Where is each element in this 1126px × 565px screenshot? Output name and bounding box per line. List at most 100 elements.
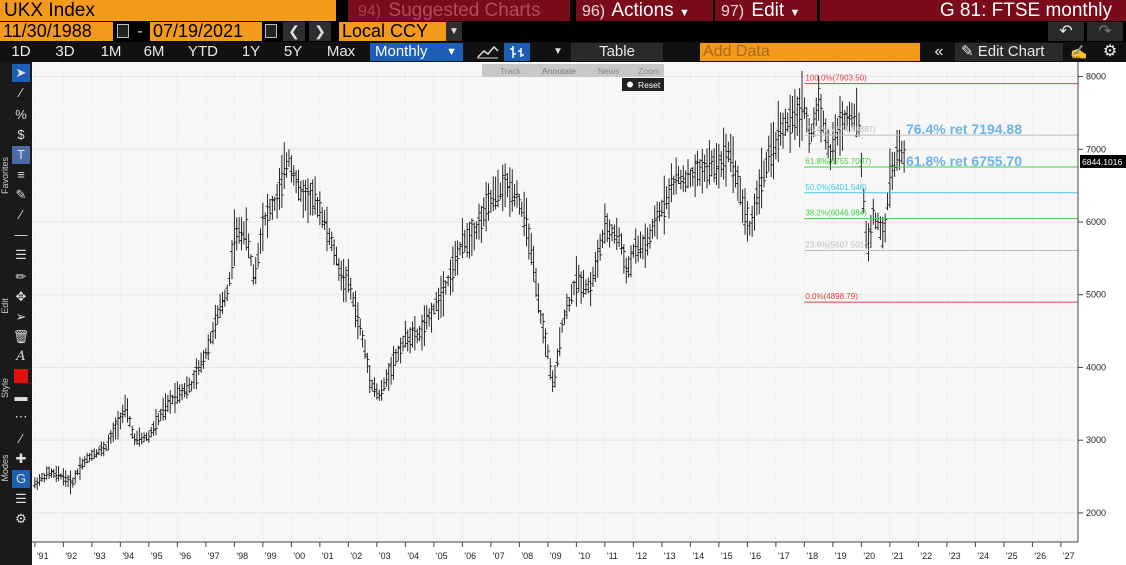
ohlc-bar <box>172 382 177 414</box>
start-date-field[interactable]: 11/30/1988 <box>0 22 113 41</box>
chevron-down-icon[interactable]: ▼ <box>446 22 462 41</box>
ohlc-bar <box>232 209 237 266</box>
currency-field[interactable]: Local CCY <box>339 22 449 41</box>
edit-chart-label: Edit Chart <box>977 43 1045 60</box>
suggested-charts-menu[interactable]: 94) Suggested Charts <box>348 0 570 21</box>
ohlc-bar <box>876 212 881 231</box>
ohlc-bar <box>127 415 132 428</box>
gear-icon[interactable]: ⚙ <box>1102 43 1118 60</box>
ohlc-bar <box>681 165 686 192</box>
actions-label: Actions <box>611 0 674 21</box>
table-button[interactable]: Table <box>571 43 663 61</box>
chevron-right-icon[interactable]: ❯ <box>309 22 331 41</box>
ohlc-bar <box>427 308 432 327</box>
period-6m[interactable]: 6M <box>143 43 165 60</box>
calendar-icon[interactable] <box>117 24 129 38</box>
period-5y[interactable]: 5Y <box>283 43 303 60</box>
reset-button[interactable] <box>622 78 664 91</box>
x-tick-label: '24 <box>977 551 989 561</box>
actions-menu[interactable]: 96) Actions ▼ <box>576 0 713 21</box>
text-tool-icon[interactable]: T <box>12 146 30 164</box>
color-swatch-icon[interactable] <box>14 369 28 383</box>
edit-note-icon[interactable]: ✍ <box>1070 44 1088 60</box>
line-style-icon[interactable]: ⋯ <box>14 409 28 424</box>
dollar-tool-icon[interactable]: $ <box>17 127 25 142</box>
font-style-icon[interactable]: A <box>16 349 26 364</box>
ohlc-bar <box>814 97 819 127</box>
collapse-icon[interactable]: « <box>934 43 944 60</box>
frequency-select[interactable]: Monthly ▼ <box>370 43 463 61</box>
period-ytd[interactable]: YTD <box>188 43 218 60</box>
edit-menu[interactable]: 97) Edit ▼ <box>715 0 817 21</box>
ohlc-bar <box>581 270 586 298</box>
x-tick-label: '97 <box>208 551 220 561</box>
trendline-icon[interactable]: ∕ <box>19 85 23 100</box>
end-date-field[interactable]: 07/19/2021 <box>150 22 262 41</box>
ohlc-bar <box>486 183 491 221</box>
pen-icon[interactable]: ✏ <box>15 269 27 284</box>
ohlc-bar <box>792 89 797 141</box>
ohlc-bar <box>355 302 360 340</box>
ohlc-bar <box>125 398 130 423</box>
line-weight-icon[interactable]: ▬ <box>14 389 28 404</box>
ohlc-bar <box>538 310 543 324</box>
ohlc-bar <box>348 278 353 300</box>
ohlc-bar <box>790 95 795 133</box>
gear-icon[interactable]: ⚙ <box>15 511 27 526</box>
add-data-input[interactable]: Add Data <box>700 43 920 61</box>
reset-label[interactable]: Reset <box>638 80 661 90</box>
fibonacci-icon[interactable]: ≡ <box>17 167 25 182</box>
period-max[interactable]: Max <box>326 43 356 60</box>
ohlc-bar <box>222 289 227 307</box>
channel-icon[interactable]: ☰ <box>15 247 27 262</box>
hline-icon[interactable]: — <box>14 227 28 242</box>
period-3d[interactable]: 3D <box>55 43 75 60</box>
bar-chart-icon[interactable] <box>504 43 530 61</box>
calendar-icon[interactable] <box>265 24 277 38</box>
layers-icon[interactable]: ☰ <box>15 491 27 506</box>
ruler-icon[interactable]: ∕ <box>19 431 23 446</box>
ohlc-bar <box>728 133 733 173</box>
redo-icon[interactable]: ↷ <box>1087 22 1123 41</box>
zoom-tool[interactable]: Zoom <box>638 66 660 76</box>
news-tool[interactable]: News <box>598 66 619 76</box>
period-1y[interactable]: 1Y <box>241 43 261 60</box>
edit-chart-button[interactable]: ✎ Edit Chart <box>955 43 1063 61</box>
annotate-tool[interactable]: Annotate <box>542 66 576 76</box>
period-1m[interactable]: 1M <box>100 43 122 60</box>
ohlc-bar <box>367 365 372 393</box>
track-tool[interactable]: Track <box>500 66 522 76</box>
ohlc-bar <box>386 363 391 391</box>
ohlc-bar <box>237 217 242 244</box>
ohlc-bar <box>438 275 443 318</box>
chevron-down-icon[interactable]: ▼ <box>553 46 563 57</box>
pointer-icon[interactable]: ➤ <box>12 64 30 82</box>
ohlc-bar <box>783 108 788 136</box>
ohlc-bar <box>598 233 603 261</box>
ticker-field[interactable]: UKX Index <box>0 0 336 21</box>
trash-icon[interactable]: 🗑 <box>12 329 30 344</box>
ohlc-bar <box>645 227 650 256</box>
ohlc-bar <box>115 410 120 440</box>
undo-icon[interactable]: ↶ <box>1048 22 1084 41</box>
ohlc-bar <box>372 377 377 397</box>
line-chart-icon[interactable] <box>474 43 500 61</box>
cursor-icon[interactable]: ➢ <box>15 309 27 324</box>
chevron-left-icon[interactable]: ❮ <box>283 22 305 41</box>
price-chart[interactable]: 100.0%(7903.50) 76.4%(7194.88887) 61.8%(67… <box>32 62 1126 565</box>
percent-tool-icon[interactable]: % <box>15 107 27 122</box>
period-1d[interactable]: 1D <box>11 43 31 60</box>
magnet-icon[interactable]: G <box>12 470 30 488</box>
ohlc-bar <box>184 376 189 399</box>
ohlc-bar <box>434 292 439 312</box>
brush-icon[interactable]: ✎ <box>15 187 27 202</box>
ohlc-bar <box>842 110 847 131</box>
retracement-callout: 76.4% ret 7194.88 <box>906 121 1022 137</box>
x-tick-label: '05 <box>436 551 448 561</box>
crosshair-icon[interactable]: ✚ <box>15 451 27 466</box>
move-icon[interactable]: ✥ <box>15 289 27 304</box>
line-tool-icon[interactable]: ∕ <box>19 207 23 222</box>
ohlc-bar <box>878 216 883 240</box>
ohlc-bar <box>277 167 282 210</box>
ohlc-bar <box>465 222 470 258</box>
